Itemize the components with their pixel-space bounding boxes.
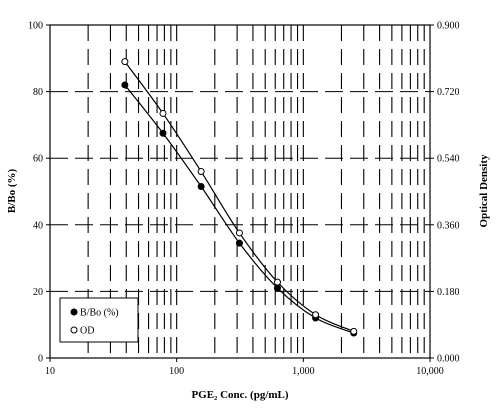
series-line-bbo (124, 84, 354, 334)
data-point-od (159, 109, 167, 117)
data-point-od (273, 278, 281, 286)
data-point-od (350, 327, 358, 335)
x-tick-label: 1,000 (292, 366, 315, 377)
data-point-bbo (273, 284, 281, 292)
x-axis-title: PGE₂ Conc. (pg/mL) (191, 389, 288, 401)
y2-tick-label: 0.900 (437, 21, 460, 32)
legend-marker-bbo (70, 308, 78, 316)
legend-marker-od (70, 326, 78, 334)
data-point-od (121, 58, 129, 66)
legend-box (59, 297, 139, 343)
legend: B/Bo (%) OD (59, 297, 139, 343)
y2-tick-label: 0.180 (437, 287, 460, 298)
y2-tick-label: 0.540 (437, 154, 460, 165)
data-point-bbo (121, 81, 129, 89)
y-tick-label: 60 (33, 154, 43, 165)
y-tick-label: 80 (33, 87, 43, 98)
y2-tick-label: 0.000 (437, 354, 460, 365)
plot-frame (49, 24, 431, 359)
y-tick-label: 20 (33, 287, 43, 298)
y-tick-label: 40 (33, 220, 43, 231)
y2-tick-label: 0.360 (437, 220, 460, 231)
legend-label-od: OD (80, 326, 94, 337)
y-tick-label: 100 (28, 21, 43, 32)
y2-tick-label: 0.720 (437, 87, 460, 98)
data-point-od (235, 229, 243, 237)
x-tick-label: 10 (45, 366, 55, 377)
data-point-od (197, 168, 205, 176)
y-axis-title: B/Bo (%) (6, 169, 18, 214)
y2-axis-title: Optical Density (478, 154, 490, 228)
y-tick-label: 0 (38, 354, 43, 365)
x-tick-label: 100 (169, 366, 184, 377)
axes: 0 20 40 60 80 100 0.000 0.180 0.360 0.540 0.720 0.9… (28, 21, 460, 378)
data-point-bbo (235, 239, 243, 247)
data-point-od (312, 311, 320, 319)
data-point-bbo (159, 129, 167, 137)
data-point-bbo (197, 183, 205, 190)
series (121, 58, 358, 337)
legend-label-bbo: B/Bo (%) (80, 308, 119, 319)
x-tick-label: 10,000 (416, 366, 444, 377)
